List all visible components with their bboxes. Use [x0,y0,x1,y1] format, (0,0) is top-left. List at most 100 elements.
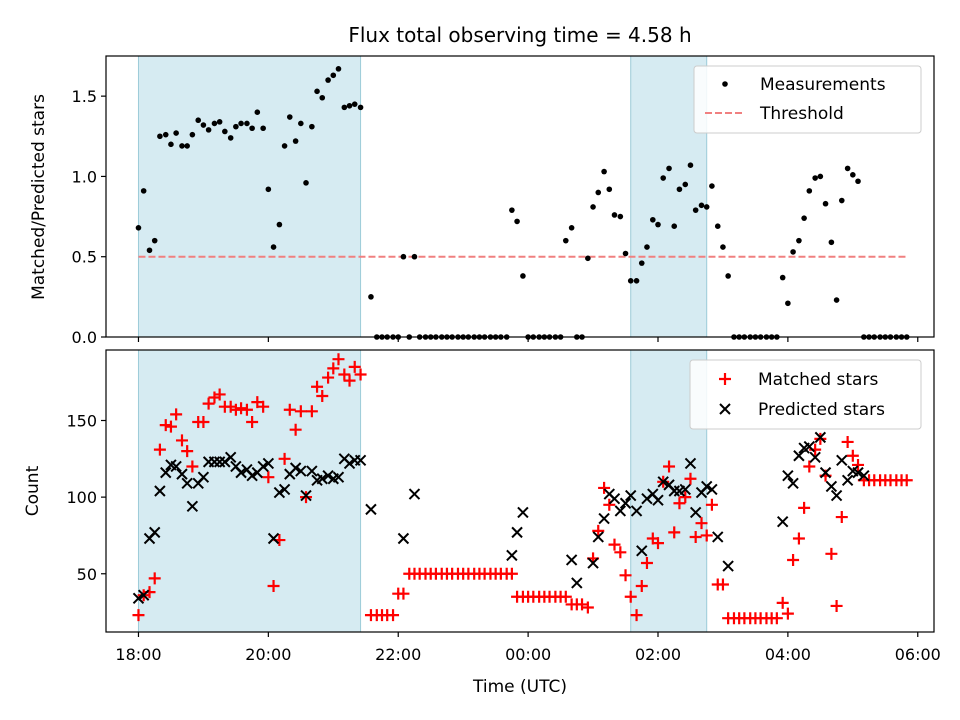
legend-marker-measurements [722,81,728,87]
predicted-star-point [354,454,367,467]
matched-star-point [652,537,664,550]
x-axis-label: Time (UTC) [472,677,567,697]
predicted-star-point [186,500,199,513]
matched-star-point [289,423,302,436]
measurement-point [200,122,207,128]
shaded-span [137,349,362,633]
predicted-star-point [782,469,794,482]
top-y-axis-label: Matched/Predicted stars [29,94,49,300]
predicted-star-point [657,476,669,488]
measurement-point [676,186,683,193]
matched-star-point [635,580,648,593]
predicted-star-point [700,480,713,493]
bottom-y-ticks: 50 100 150 [66,412,106,584]
bottom-legend: Matched stars Predicted stars [689,359,922,430]
measurement-point [292,138,299,144]
measurement-point [682,181,689,188]
predicted-star-point [706,483,718,496]
y-tick-label: 1.0 [72,167,97,186]
measurement-point [514,218,520,225]
matched-star-points [132,353,913,625]
bottom-axes-frame [105,349,935,633]
matched-star-point [608,538,621,551]
measurement-point [281,143,288,149]
y-tick-label: 1.5 [72,87,97,106]
matched-star-point [283,403,296,416]
matched-star-point [153,443,166,456]
predicted-star-point [278,483,291,496]
measurement-point [817,173,824,180]
measurement-point [325,77,331,83]
matched-star-point [770,612,783,625]
predicted-star-point [295,465,307,477]
matched-star-point [835,511,848,524]
matched-star-point [348,360,361,373]
x-tick-label: 22:00 [375,645,421,664]
predicted-star-point [365,503,377,516]
measurement-point [644,244,650,250]
matched-star-point [663,460,676,473]
measurement-point [687,162,694,168]
predicted-star-point [316,473,328,485]
matched-star-point [305,405,318,418]
predicted-star-point [181,477,193,490]
measurement-point [595,189,602,196]
predicted-star-point [571,577,583,589]
measurement-point [801,215,807,221]
matched-star-point [186,460,199,473]
y-tick-label: 50 [77,565,97,584]
predicted-star-point [506,549,518,562]
matched-star-point [640,557,653,570]
predicted-star-point [776,515,789,528]
chart-title: Flux total observing time = 4.58 h [348,23,691,47]
measurement-point [790,249,796,255]
predicted-star-point [565,554,578,566]
measurement-point [720,244,726,250]
measurement-point [655,221,661,228]
x-tick-label: 00:00 [505,645,551,664]
matched-star-point [684,472,697,485]
measurement-point [249,125,255,132]
measurement-point [195,117,202,124]
measurement-point [184,143,190,149]
matched-star-point [624,590,637,603]
predicted-star-point [841,474,854,486]
matched-star-point [332,353,345,366]
measurement-point [812,175,818,181]
x-tick-label: 20:00 [245,645,291,664]
y-tick-label: 0.0 [72,328,97,347]
measurement-point [833,297,840,303]
measurement-point [157,133,163,140]
measurement-point [638,260,645,266]
predicted-star-point [814,431,827,444]
matched-star-point [679,491,692,504]
matched-star-point [598,481,611,494]
measurement-point [828,239,835,246]
matched-star-point [781,607,794,620]
predicted-star-point [208,456,221,468]
x-tick-label: 04:00 [765,645,811,664]
matched-star-point [830,599,843,612]
matched-star-point [814,432,827,445]
measurement-point [244,120,250,127]
predicted-star-point [154,485,166,497]
matched-star-point [343,374,356,387]
predicted-star-point [793,450,805,462]
matched-star-point [197,416,210,429]
measurement-point [568,225,575,231]
measurement-point [650,216,656,223]
matched-star-point [159,419,172,432]
matched-star-point [175,434,188,447]
matched-star-point [798,501,811,514]
measurement-point [606,186,613,193]
predicted-star-point [300,489,312,502]
predicted-star-point [858,469,870,482]
measurement-point [265,186,272,193]
y-tick-label: 0.5 [72,248,97,267]
legend-marker-matched [719,373,731,385]
top-axes-frame [105,55,935,338]
matched-star-point [559,590,572,603]
predicted-star-point [712,531,724,543]
predicted-star-point [176,468,188,480]
matched-star-point [229,403,242,416]
